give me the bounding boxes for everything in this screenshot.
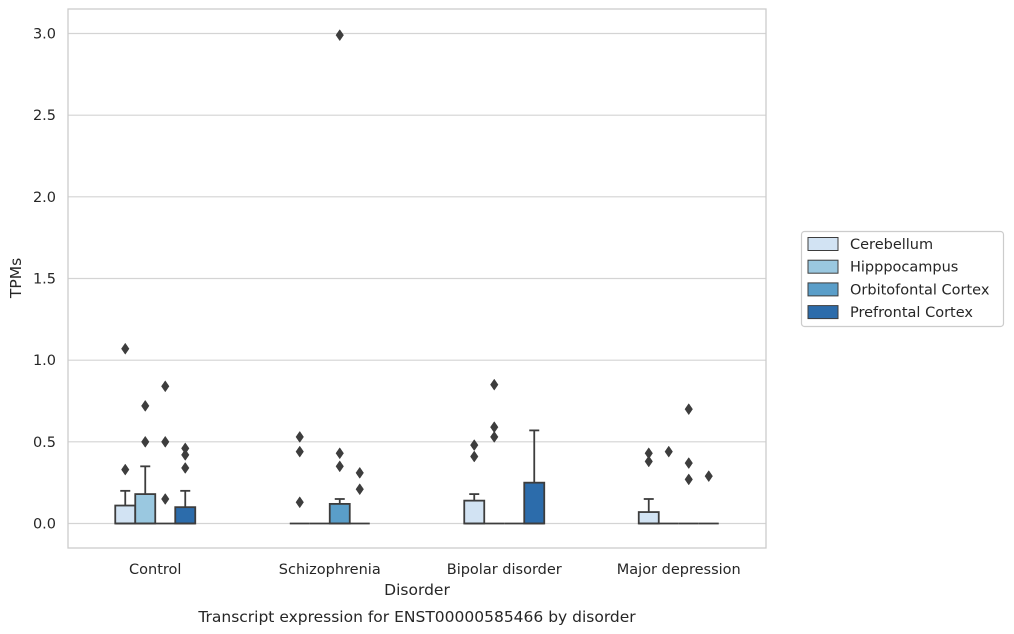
legend-swatch	[807, 259, 839, 274]
legend-swatch	[807, 237, 839, 251]
legend-label: Orbitofontal Cortex	[850, 282, 990, 298]
legend-swatch	[807, 282, 839, 297]
legend-label: Prefrontal Cortex	[850, 305, 973, 321]
y-tick-label: 1.0	[33, 353, 56, 369]
y-tick-label: 2.5	[33, 108, 56, 124]
x-tick-label: Major depression	[617, 562, 741, 578]
outlier-point	[490, 421, 499, 434]
outlier-point	[181, 448, 190, 461]
box-group	[484, 378, 505, 525]
outlier-point	[295, 430, 304, 443]
outlier-point	[490, 378, 499, 391]
outlier-point	[644, 447, 653, 460]
outlier-point	[161, 435, 170, 448]
x-tick-label: Control	[129, 562, 181, 578]
box-group	[523, 429, 546, 525]
legend-frame	[800, 230, 1005, 328]
x-tick-label: Bipolar disorder	[447, 562, 562, 578]
y-tick-label: 0.0	[33, 517, 56, 533]
outlier-point	[121, 342, 130, 355]
x-axis-label: Disorder	[384, 581, 450, 599]
outlier-point	[335, 460, 344, 473]
box-marks	[114, 29, 719, 525]
legend-label: Hipppocampus	[850, 260, 958, 276]
box-group	[289, 430, 310, 525]
legend: Cerebellum Hipppocampus Orbitofontal Corte…	[800, 230, 1005, 328]
y-tick-label: 0.5	[33, 435, 56, 451]
box-body	[114, 504, 137, 525]
outlier-point	[644, 455, 653, 468]
outlier-point	[470, 450, 479, 463]
y-tick-labels: 0.0 0.5 1.0 1.5 2.0 2.5 3.0	[33, 27, 56, 533]
outlier-point	[684, 473, 693, 486]
box-body	[134, 493, 157, 525]
outlier-point	[181, 462, 190, 474]
outlier-point	[664, 445, 673, 458]
box-body	[463, 499, 486, 525]
box-group	[698, 470, 719, 525]
outlier-point	[490, 430, 499, 443]
box-group	[328, 29, 351, 525]
box-group	[463, 439, 486, 525]
y-tick-label: 3.0	[33, 27, 56, 43]
outlier-point	[141, 435, 150, 448]
outlier-point	[355, 466, 364, 479]
box-body	[523, 481, 546, 525]
outlier-point	[295, 445, 304, 458]
box-group	[155, 380, 176, 525]
box-group	[174, 442, 197, 525]
legend-label: Cerebellum	[850, 237, 933, 253]
box-body	[328, 502, 351, 525]
outlier-point	[335, 29, 344, 42]
legend-swatch	[807, 305, 839, 320]
chart-title: Transcript expression for ENST0000058546…	[197, 608, 636, 626]
box-group	[658, 445, 679, 525]
outlier-point	[704, 470, 713, 483]
outlier-point	[161, 380, 170, 393]
box-group	[637, 447, 660, 525]
y-tick-label: 2.0	[33, 190, 56, 206]
y-tick-label: 1.5	[33, 272, 56, 288]
box-group	[114, 342, 137, 525]
x-tick-label: Schizophrenia	[279, 562, 381, 578]
outlier-point	[161, 493, 170, 505]
outlier-point	[335, 447, 344, 460]
y-axis-label: TPMs	[7, 258, 25, 299]
box-group	[134, 399, 157, 525]
outlier-point	[141, 399, 150, 412]
outlier-point	[181, 442, 190, 455]
outlier-point	[684, 403, 693, 416]
outlier-point	[121, 463, 130, 476]
x-tick-labels: Control Schizophrenia Bipolar disorder Majo…	[129, 562, 741, 578]
box-group	[349, 466, 370, 525]
plot-area-frame	[67, 8, 767, 549]
gridlines	[68, 32, 766, 525]
outlier-point	[295, 496, 304, 509]
box-body	[174, 506, 197, 525]
outlier-point	[470, 439, 479, 452]
outlier-point	[684, 457, 693, 470]
box-group	[678, 403, 699, 525]
outlier-point	[355, 483, 364, 496]
box-body	[637, 511, 660, 525]
